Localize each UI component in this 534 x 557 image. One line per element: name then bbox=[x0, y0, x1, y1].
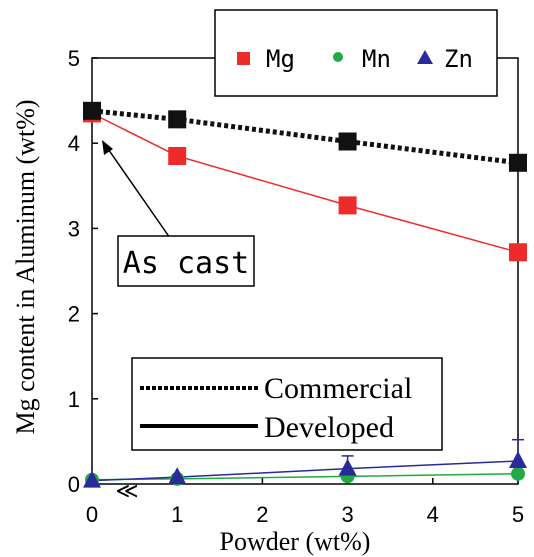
y-axis-title: Mg content in Aluminum (wt%) bbox=[11, 99, 40, 434]
legend-mn-marker bbox=[333, 52, 343, 62]
zn-data-point bbox=[509, 450, 527, 468]
zn-data-point bbox=[168, 467, 187, 485]
mg-series-line bbox=[91, 112, 519, 253]
series-markers bbox=[83, 101, 527, 488]
mg-data-point bbox=[338, 196, 357, 215]
style-legend-developed-label: Developed bbox=[264, 411, 394, 444]
y-tick-label: 1 bbox=[68, 387, 80, 412]
legend-mn-label: Mn bbox=[362, 45, 391, 73]
axis-break-symbol: ≪ bbox=[115, 478, 138, 503]
y-tick-label: 0 bbox=[68, 472, 80, 497]
style-legend-box bbox=[131, 357, 443, 451]
x-tick-label: 4 bbox=[427, 502, 439, 527]
mn-data-point bbox=[511, 466, 525, 481]
zn-data-point bbox=[83, 470, 101, 488]
commercial-data-point bbox=[83, 101, 101, 120]
y-tick-label: 3 bbox=[68, 216, 80, 241]
mg-data-point bbox=[509, 243, 527, 262]
commercial-series-line bbox=[91, 108, 519, 166]
y-tick-label: 5 bbox=[68, 46, 80, 71]
style-legend-commercial-label: Commercial bbox=[264, 372, 412, 405]
zn-data-point bbox=[338, 458, 357, 476]
x-tick-label: 5 bbox=[512, 502, 524, 527]
annotation-box bbox=[117, 235, 255, 287]
annotation-arrow-line bbox=[105, 145, 171, 239]
y-tick-label: 2 bbox=[68, 302, 80, 327]
commercial-data-point bbox=[168, 110, 187, 129]
legend-zn-marker bbox=[417, 50, 433, 64]
x-tick-label: 2 bbox=[256, 502, 268, 527]
zn-series-line bbox=[91, 460, 519, 482]
x-axis-title: Powder (wt%) bbox=[220, 527, 371, 556]
legend-zn-label: Zn bbox=[444, 45, 473, 73]
x-tick-label: 1 bbox=[171, 502, 183, 527]
x-tick-label: 3 bbox=[341, 502, 353, 527]
annotation-label: As cast bbox=[123, 246, 249, 281]
commercial-data-point bbox=[509, 153, 527, 172]
commercial-data-point bbox=[338, 132, 357, 151]
x-tick-label: 0 bbox=[86, 502, 98, 527]
legend-mg-label: Mg bbox=[266, 45, 295, 73]
series-lines bbox=[91, 108, 519, 482]
y-tick-label: 4 bbox=[68, 131, 80, 156]
legend-box bbox=[214, 9, 498, 97]
legend-mg-marker bbox=[237, 52, 250, 65]
mg-data-point bbox=[168, 146, 187, 165]
annotation-arrow-head bbox=[102, 140, 113, 155]
